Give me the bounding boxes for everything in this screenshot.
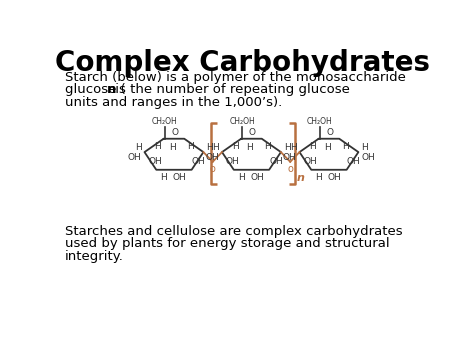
Text: is the number of repeating glucose: is the number of repeating glucose xyxy=(111,83,350,97)
Text: O: O xyxy=(326,128,333,137)
Text: OH: OH xyxy=(283,153,296,162)
Text: H: H xyxy=(264,142,271,151)
Text: H: H xyxy=(160,173,167,182)
Text: H: H xyxy=(169,143,176,152)
Text: OH: OH xyxy=(148,157,162,166)
Text: o: o xyxy=(210,164,216,174)
Text: OH: OH xyxy=(362,153,375,162)
Text: OH: OH xyxy=(250,173,264,182)
Text: H: H xyxy=(135,143,141,152)
Text: H: H xyxy=(246,143,253,152)
Text: H: H xyxy=(324,143,331,152)
Text: OH: OH xyxy=(191,157,205,166)
Text: O: O xyxy=(248,128,255,137)
Text: Starch (below) is a polymer of the monosaccharide: Starch (below) is a polymer of the monos… xyxy=(64,71,406,84)
Text: H: H xyxy=(315,173,322,182)
Text: CH₂OH: CH₂OH xyxy=(229,117,255,126)
Text: used by plants for energy storage and structural: used by plants for energy storage and st… xyxy=(64,237,389,250)
Text: OH: OH xyxy=(346,157,360,166)
Text: O: O xyxy=(171,128,178,137)
Text: OH: OH xyxy=(205,153,219,162)
Text: H: H xyxy=(155,142,161,151)
Text: integrity.: integrity. xyxy=(64,250,124,263)
Text: Starches and cellulose are complex carbohydrates: Starches and cellulose are complex carbo… xyxy=(64,225,402,238)
Text: CH₂OH: CH₂OH xyxy=(152,117,177,126)
Text: H: H xyxy=(310,142,316,151)
Text: H: H xyxy=(238,173,245,182)
Text: CH₂OH: CH₂OH xyxy=(307,117,332,126)
Text: H: H xyxy=(232,142,238,151)
Text: OH: OH xyxy=(269,157,283,166)
Text: n: n xyxy=(296,173,304,183)
Text: units and ranges in the 1,000’s).: units and ranges in the 1,000’s). xyxy=(64,96,282,109)
Text: H: H xyxy=(342,142,348,151)
Text: o: o xyxy=(287,164,293,174)
Text: n: n xyxy=(107,83,116,97)
Text: H: H xyxy=(212,143,219,152)
Text: OH: OH xyxy=(303,157,317,166)
Text: H: H xyxy=(290,143,296,152)
Text: OH: OH xyxy=(128,153,141,162)
Text: H: H xyxy=(284,143,291,152)
Text: glucose (: glucose ( xyxy=(64,83,126,97)
Text: H: H xyxy=(362,143,368,152)
Text: H: H xyxy=(187,142,193,151)
Text: H: H xyxy=(207,143,213,152)
Text: OH: OH xyxy=(328,173,342,182)
Text: Complex Carbohydrates: Complex Carbohydrates xyxy=(55,49,430,77)
Text: OH: OH xyxy=(173,173,187,182)
Text: OH: OH xyxy=(226,157,240,166)
